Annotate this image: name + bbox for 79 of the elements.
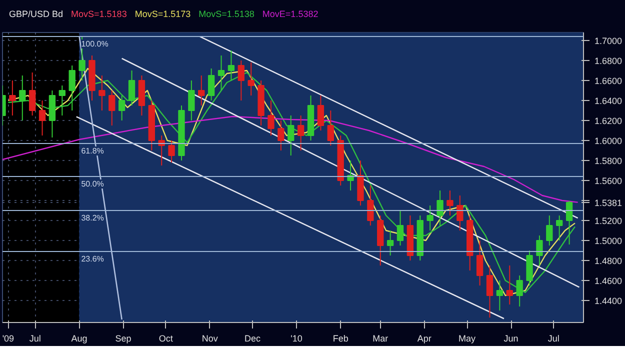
- x-tick-label: May: [458, 334, 476, 344]
- candlestick: [188, 80, 195, 121]
- y-tick-label: 1.4800: [594, 256, 622, 266]
- x-tick-label: Jun: [504, 334, 518, 344]
- x-tick-label: Dec: [244, 334, 262, 344]
- line-series: [2, 116, 578, 203]
- candlestick: [19, 75, 26, 121]
- candlestick: [268, 100, 274, 136]
- candlestick: [118, 95, 126, 121]
- candlestick: [327, 110, 334, 146]
- y-tick-label: 1.6600: [594, 76, 622, 86]
- candlestick: [546, 215, 553, 246]
- candlestick: [28, 72, 36, 116]
- chart-title: GBP/USD Bd: [9, 9, 64, 19]
- annotation: 38.2%: [81, 214, 104, 222]
- candlestick: [218, 55, 225, 91]
- x-tick-label: Jul: [548, 334, 560, 344]
- x-tick-label: Apr: [417, 334, 432, 344]
- candlestick: [536, 235, 543, 266]
- y-tick-label: 1.6400: [594, 96, 622, 106]
- x-tick-label: Jul: [29, 334, 41, 344]
- candlestick: [108, 90, 116, 126]
- text: MovS=1.5173: [134, 9, 191, 19]
- candlestick: [288, 115, 294, 156]
- candlestick: [516, 275, 523, 307]
- text: MovS=1.5183: [71, 9, 127, 19]
- x-tick-label: Nov: [202, 334, 218, 344]
- text: MovS=1.5138: [198, 9, 254, 19]
- y-tick-label: 1.6200: [594, 116, 622, 126]
- candlestick: [566, 200, 573, 245]
- x-tick-label: Sep: [115, 334, 132, 344]
- candlestick: [68, 65, 76, 111]
- candlestick: [168, 140, 175, 163]
- y-tick-label: 1.6800: [594, 56, 622, 66]
- candlestick: [386, 230, 394, 256]
- annotation: 23.6%: [81, 254, 104, 264]
- candlestick: [426, 205, 434, 231]
- y-tick-label: 1.5381: [594, 198, 622, 208]
- x-tick-label: Aug: [71, 334, 88, 344]
- annotation: 61.8%: [81, 146, 104, 156]
- candlestick: [208, 68, 215, 101]
- annotation: 100.0%: [81, 40, 108, 48]
- candlestick: [248, 62, 254, 96]
- y-tick-label: 1.5600: [594, 176, 622, 186]
- candlestick: [228, 50, 235, 81]
- candlestick: [317, 95, 324, 131]
- candlestick: [128, 70, 136, 106]
- candlestick: [436, 190, 444, 226]
- x-tick-label: Feb: [332, 334, 348, 344]
- annotation: 50.0%: [81, 180, 104, 188]
- y-tick-label: 1.4400: [594, 296, 622, 306]
- candlestick: [476, 240, 484, 286]
- x-tick-label: '09: [2, 334, 14, 344]
- candlestick: [58, 85, 66, 116]
- candlestick: [456, 195, 464, 231]
- text: MovE=1.5382: [262, 9, 318, 19]
- candlestick: [238, 60, 244, 101]
- candlestick: [506, 265, 513, 305]
- y-tick-label: 1.7000: [594, 36, 622, 46]
- candlestick: [278, 120, 284, 151]
- candlestick: [38, 100, 46, 136]
- candlestick: [297, 115, 304, 151]
- candlestick: [446, 190, 454, 216]
- candlestick: [367, 185, 374, 226]
- x-tick-label: Oct: [158, 334, 174, 344]
- y-tick-label: 1.5000: [594, 236, 622, 246]
- candlestick: [486, 265, 494, 318]
- candlestick: [198, 75, 205, 106]
- y-tick-label: 1.6000: [594, 136, 622, 146]
- x-tick-label: '10: [290, 334, 302, 344]
- y-tick-label: 1.5800: [594, 156, 622, 166]
- y-tick-label: 1.5200: [594, 216, 622, 226]
- y-tick-label: 1.4600: [594, 276, 622, 286]
- candlestick: [496, 280, 504, 311]
- candlestick: [9, 80, 16, 116]
- candlestick: [556, 215, 563, 241]
- x-tick-label: Mar: [372, 334, 388, 344]
- candlestick: [396, 210, 404, 246]
- candlestick: [98, 75, 106, 111]
